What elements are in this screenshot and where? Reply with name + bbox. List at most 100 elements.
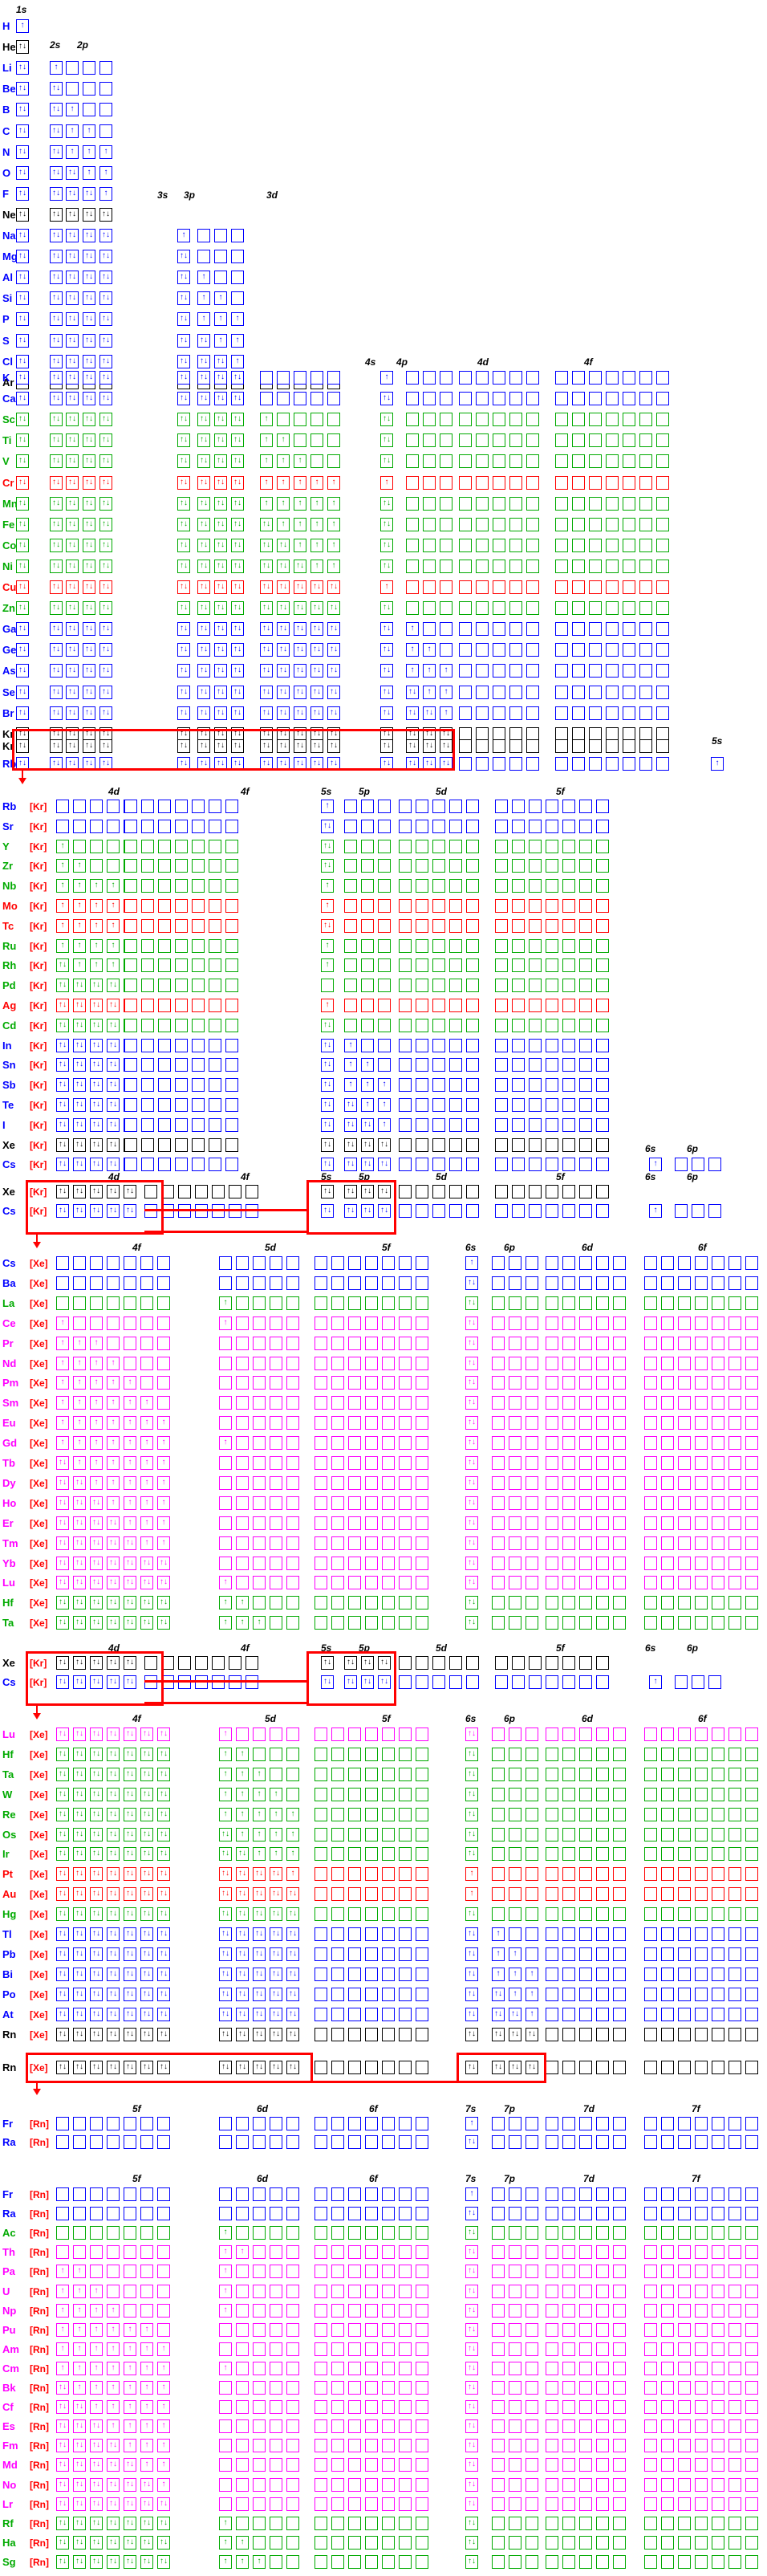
orbital-box xyxy=(745,1867,758,1882)
kr-core-frame xyxy=(12,729,455,771)
orbital-box xyxy=(712,1947,724,1961)
orbital-box xyxy=(639,413,652,427)
orbital-box: ↑↓ xyxy=(140,1747,153,1761)
orbital-box xyxy=(712,1747,724,1761)
orbital-box xyxy=(175,800,188,813)
orbital-box xyxy=(639,706,652,720)
element-symbol: No xyxy=(2,2478,17,2491)
orbital-box xyxy=(157,1376,170,1390)
core-prefix: [Xe] xyxy=(30,1618,48,1630)
orbital-box xyxy=(253,2303,266,2318)
orbital-box xyxy=(728,1616,741,1630)
orbital-box xyxy=(331,1847,344,1862)
orbital-box xyxy=(124,958,137,973)
orbital-box xyxy=(416,1058,428,1072)
orbital-box xyxy=(382,2458,395,2472)
orbital-box xyxy=(192,999,205,1012)
orbital-box xyxy=(596,879,609,893)
orbital-box: ↑↓ xyxy=(177,685,190,699)
core-prefix: [Kr] xyxy=(30,940,47,952)
orbital-box xyxy=(512,1137,525,1152)
subshell-header: 5s xyxy=(321,1171,332,1182)
orbital-box xyxy=(158,958,171,973)
orbital-box xyxy=(225,899,238,913)
orbital-box xyxy=(745,1336,758,1350)
orbital-box xyxy=(712,2207,724,2221)
orbital-box xyxy=(476,454,489,469)
orbital-box: ↑↓ xyxy=(124,1967,136,1981)
element-symbol: Cr xyxy=(2,476,14,489)
orbital-box xyxy=(745,1807,758,1821)
orbital-box xyxy=(236,1316,249,1330)
orbital-box: ↑↓ xyxy=(56,1907,69,1922)
orbital-box xyxy=(644,2516,657,2530)
core-prefix: [Kr] xyxy=(30,1139,47,1151)
orbital-box xyxy=(579,899,592,913)
orbital-box: ↑↓ xyxy=(231,517,244,531)
orbital-box: ↑↓ xyxy=(66,371,79,385)
orbital-box xyxy=(695,1847,708,1862)
orbital-box xyxy=(623,392,635,406)
orbital-box: ↑ xyxy=(286,1847,299,1862)
orbital-box xyxy=(562,1396,575,1410)
orbital-box: ↑↓ xyxy=(124,1987,136,2001)
orbital-box xyxy=(493,622,505,637)
orbital-box xyxy=(124,1117,137,1132)
orbital-box xyxy=(678,2284,691,2298)
orbital-box: ↑ xyxy=(124,1416,136,1430)
orbital-box xyxy=(596,2265,609,2279)
orbital-box xyxy=(728,2135,741,2149)
orbital-box xyxy=(562,1137,575,1152)
orbital-box: ↑↓ xyxy=(124,1787,136,1801)
orbital-box: ↑↓ xyxy=(56,1456,69,1470)
orbital-box xyxy=(331,1887,344,1902)
orbital-box xyxy=(562,1827,575,1841)
element-symbol: Kr xyxy=(2,727,14,740)
orbital-box xyxy=(512,1078,525,1093)
orbital-box xyxy=(270,1436,282,1451)
orbital-box xyxy=(712,1887,724,1902)
orbital-box xyxy=(596,2187,609,2201)
orbital-box: ↑↓ xyxy=(465,1787,478,1801)
orbital-box xyxy=(562,2187,575,2201)
orbital-box: ↑↓ xyxy=(50,312,63,327)
orbital-box xyxy=(661,1827,674,1841)
subshell-header: 7s xyxy=(465,2173,477,2184)
orbital-box xyxy=(286,1516,299,1530)
orbital-box xyxy=(546,1316,558,1330)
orbital-box xyxy=(365,1396,378,1410)
orbital-box xyxy=(209,1058,221,1072)
orbital-box xyxy=(432,839,445,853)
orbital-box xyxy=(572,757,585,771)
orbital-box: ↑↓ xyxy=(465,2439,478,2453)
orbital-box xyxy=(344,918,357,933)
orbital-box xyxy=(596,2322,609,2337)
orbital-box xyxy=(416,1675,428,1689)
orbital-box xyxy=(546,2458,558,2472)
orbital-box xyxy=(526,622,539,637)
orbital-box xyxy=(512,979,525,993)
orbital-box xyxy=(492,2187,505,2201)
orbital-box: ↑↓ xyxy=(310,739,323,753)
orbital-box xyxy=(331,2381,344,2395)
orbital-box xyxy=(509,2265,521,2279)
orbital-box xyxy=(459,496,472,511)
orbital-box xyxy=(209,999,221,1012)
orbital-box: ↑↓ xyxy=(73,1475,86,1490)
element-symbol: Ha xyxy=(2,2536,16,2549)
orbital-box xyxy=(606,757,619,771)
orbital-box xyxy=(745,1296,758,1310)
orbital-box: ↑↓ xyxy=(214,643,227,657)
orbital-box xyxy=(596,1396,609,1410)
orbital-box xyxy=(175,1018,188,1032)
orbital-box xyxy=(286,2516,299,2530)
orbital-box: ↑↓ xyxy=(465,1536,478,1550)
orbital-box: ↑↓ xyxy=(380,392,393,406)
orbital-box: ↑ xyxy=(492,1927,505,1941)
orbital-box: ↑↓ xyxy=(99,229,112,242)
orbital-box: ↑ xyxy=(73,2322,86,2337)
subshell-header: 6f xyxy=(369,2173,378,2184)
orbital-box: ↑↓ xyxy=(50,229,63,242)
orbital-box xyxy=(219,1276,232,1290)
orbital-box xyxy=(678,2342,691,2356)
